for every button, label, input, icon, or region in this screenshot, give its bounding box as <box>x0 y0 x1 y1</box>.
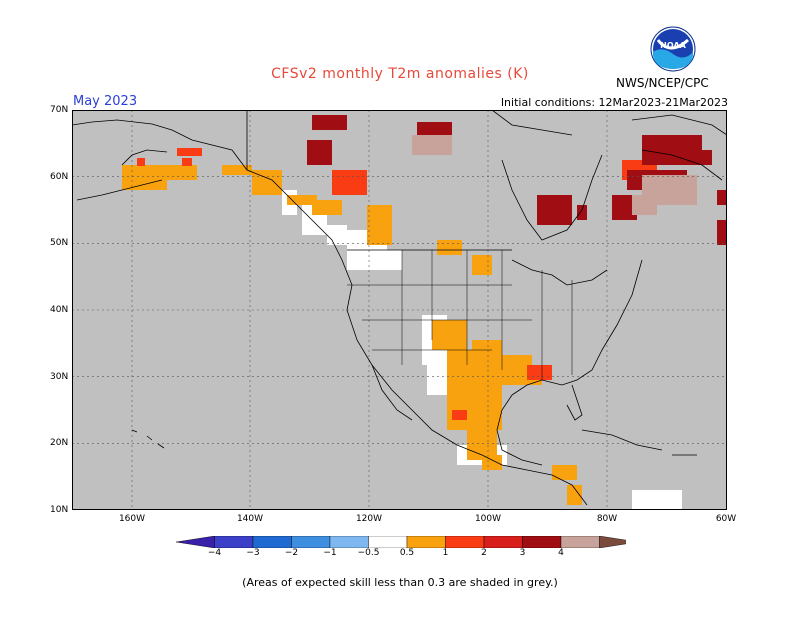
lat-label: 70N <box>50 105 69 115</box>
legend-swatch <box>560 536 600 548</box>
lon-label: 60W <box>715 514 737 524</box>
forecast-month: May 2023 <box>73 94 138 109</box>
legend-swatch <box>252 536 292 548</box>
legend-label: −4 <box>207 548 222 558</box>
noaa-logo-icon: NOAA <box>650 26 696 72</box>
map-frame <box>72 110 727 510</box>
lat-label: 30N <box>50 372 69 382</box>
legend-label: −1 <box>323 548 337 558</box>
lon-label: 100W <box>474 514 502 524</box>
legend-swatch <box>522 536 562 548</box>
lat-label: 50N <box>50 238 69 248</box>
logo-text: NOAA <box>660 41 686 50</box>
anomaly-map <box>72 110 727 510</box>
lon-label: 120W <box>355 514 383 524</box>
legend-swatch <box>291 536 331 548</box>
legend-label: 3 <box>519 548 526 558</box>
lon-label: 80W <box>596 514 618 524</box>
lon-label: 160W <box>118 514 146 524</box>
lat-label: 20N <box>50 438 69 448</box>
legend-swatch <box>483 536 523 548</box>
anomaly-3-4 <box>412 135 697 215</box>
lat-label: 40N <box>50 305 69 315</box>
legend-label: −2 <box>284 548 299 558</box>
legend-swatch <box>214 536 254 548</box>
legend-label: −3 <box>246 548 260 558</box>
state-borders <box>347 250 573 380</box>
lat-label: 10N <box>50 505 69 515</box>
legend-swatch <box>406 536 446 548</box>
legend-label: 4 <box>558 548 564 558</box>
initial-conditions: Initial conditions: 12Mar2023-21Mar2023 <box>500 96 728 109</box>
agency-label: NWS/NCEP/CPC <box>616 76 709 90</box>
legend-label: 0.5 <box>399 548 415 558</box>
legend-swatch <box>445 536 485 548</box>
lon-label: 140W <box>236 514 264 524</box>
skill-footnote: (Areas of expected skill less than 0.3 a… <box>242 576 558 589</box>
legend-swatch <box>176 536 215 548</box>
legend-swatch <box>599 536 626 548</box>
graticule <box>72 110 727 510</box>
legend-label: 1 <box>442 548 449 558</box>
map-title: CFSv2 monthly T2m anomalies (K) <box>271 66 529 82</box>
color-legend <box>176 536 626 548</box>
lat-label: 60N <box>50 172 69 182</box>
legend-swatch <box>368 536 408 548</box>
anomaly-1-2 <box>137 148 657 420</box>
legend-label: −0.5 <box>357 548 380 558</box>
legend-label: 2 <box>481 548 487 558</box>
legend-swatch <box>329 536 369 548</box>
